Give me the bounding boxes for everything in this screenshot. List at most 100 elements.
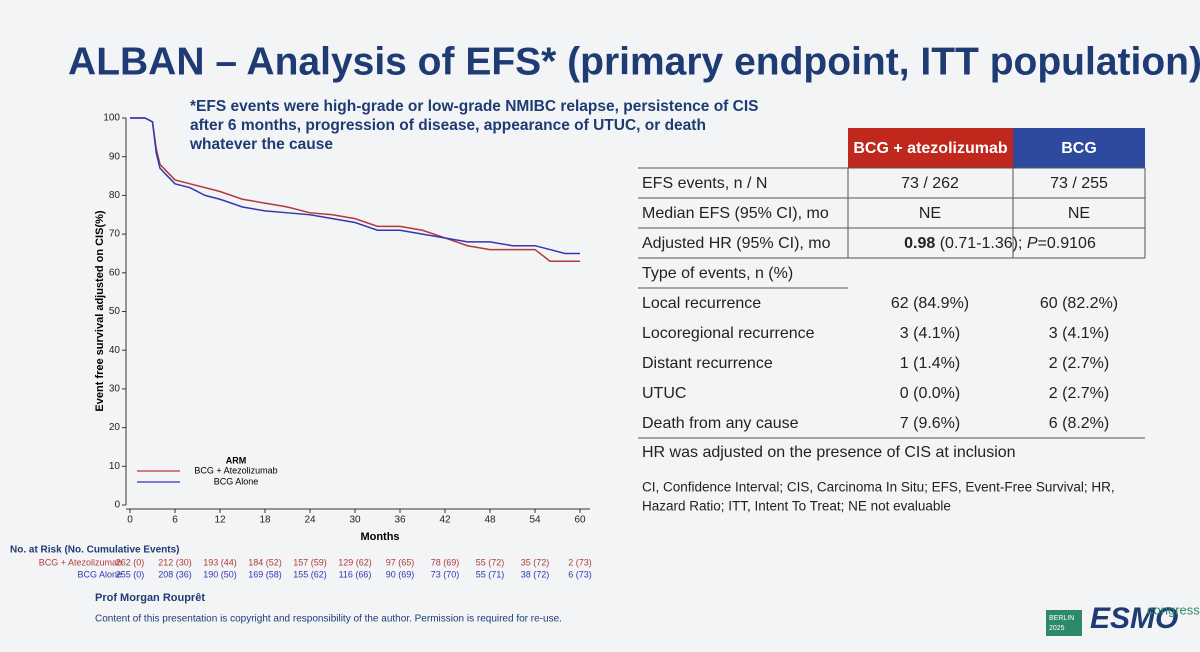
at-risk-value: 193 (44) — [203, 557, 237, 567]
table-cell: 0 (0.0%) — [900, 385, 960, 402]
at-risk-value: 6 (73) — [568, 569, 592, 579]
table-cell: Death from any cause — [642, 415, 799, 432]
at-risk-value: 116 (66) — [339, 569, 372, 579]
at-risk-value: 184 (52) — [248, 557, 282, 567]
y-tick-label: 0 — [114, 500, 120, 511]
at-risk-value: 55 (72) — [476, 557, 505, 567]
table-cell: Median EFS (95% CI), mo — [642, 205, 829, 222]
x-tick-label: 60 — [574, 515, 586, 526]
y-tick-label: 50 — [109, 306, 121, 317]
y-tick-label: 100 — [103, 113, 120, 124]
table-cell: Locoregional recurrence — [642, 325, 815, 342]
y-tick-label: 70 — [109, 229, 121, 240]
x-tick-label: 42 — [439, 515, 451, 526]
table-cell: 60 (82.2%) — [1040, 295, 1118, 312]
at-risk-value: 190 (50) — [203, 569, 237, 579]
at-risk-value: 129 (62) — [338, 557, 372, 567]
table-cell: NE — [1068, 205, 1090, 222]
table-cell: 3 (4.1%) — [900, 325, 960, 342]
hr-cell: 0.98 (0.71-1.36); P=0.9106 — [904, 235, 1096, 252]
y-axis-label: Event free survival adjusted on CIS(%) — [94, 210, 106, 411]
table-cell: UTUC — [642, 385, 686, 402]
y-tick-label: 80 — [109, 190, 121, 201]
x-tick-label: 36 — [394, 515, 406, 526]
table-cell: 73 / 262 — [901, 175, 959, 192]
table-cell: NE — [919, 205, 941, 222]
at-risk-value: 157 (59) — [293, 557, 327, 567]
header-text: BCG + atezolizumab — [853, 140, 1007, 157]
footnote-line: whatever the cause — [189, 136, 333, 153]
header-cell — [1013, 128, 1145, 168]
at-risk-value: 208 (36) — [158, 569, 192, 579]
hr-value: 0.98 — [904, 235, 935, 252]
table-note: HR was adjusted on the presence of CIS a… — [642, 444, 1016, 461]
at-risk-value: 169 (58) — [248, 569, 282, 579]
header-text: BCG — [1061, 140, 1097, 157]
table-cell: 73 / 255 — [1050, 175, 1108, 192]
presenter: Prof Morgan Rouprêt — [95, 592, 205, 604]
at-risk-name: BCG Alone — [77, 569, 122, 579]
x-tick-label: 24 — [304, 515, 316, 526]
footnote-line: *EFS events were high-grade or low-grade… — [190, 98, 758, 115]
logo-box — [1046, 610, 1082, 636]
y-tick-label: 90 — [109, 151, 121, 162]
table-cell: 2 (2.7%) — [1049, 385, 1109, 402]
x-tick-label: 0 — [127, 515, 133, 526]
logo-name: ESMO — [1090, 602, 1178, 635]
y-tick-label: 30 — [109, 384, 121, 395]
hr-p-value: =0.9106 — [1038, 235, 1096, 252]
x-axis-label: Months — [360, 531, 399, 543]
table-cell: 7 (9.6%) — [900, 415, 960, 432]
logo-year: 2025 — [1049, 625, 1065, 632]
table-cell: 2 (2.7%) — [1049, 355, 1109, 372]
footnote-line: after 6 months, progression of disease, … — [190, 117, 706, 134]
table-cell: 6 (8.2%) — [1049, 415, 1109, 432]
x-tick-label: 48 — [484, 515, 496, 526]
table-section: Type of events, n (%) — [642, 265, 793, 282]
at-risk-value: 262 (0) — [116, 557, 145, 567]
legend-title: ARM — [226, 455, 247, 465]
survival-curve — [130, 117, 580, 255]
legend-label: BCG + Atezolizumab — [194, 465, 277, 475]
at-risk-value: 97 (65) — [386, 557, 415, 567]
legend-label: BCG Alone — [214, 476, 259, 486]
table-cell: Local recurrence — [642, 295, 761, 312]
table-cell: 1 (1.4%) — [900, 355, 960, 372]
table-cell: EFS events, n / N — [642, 175, 767, 192]
at-risk-value: 55 (71) — [476, 569, 505, 579]
hr-p: P — [1027, 235, 1038, 252]
table-cell: Adjusted HR (95% CI), mo — [642, 235, 831, 252]
slide-title: ALBAN – Analysis of EFS* (primary endpoi… — [68, 40, 1200, 83]
y-tick-label: 10 — [109, 461, 121, 472]
at-risk-value: 35 (72) — [521, 557, 550, 567]
table-cell: 3 (4.1%) — [1049, 325, 1109, 342]
at-risk-name: BCG + Atezolizumab — [39, 557, 122, 567]
at-risk-value: 90 (69) — [386, 569, 415, 579]
abbreviations: Hazard Ratio; ITT, Intent To Treat; NE n… — [642, 499, 951, 514]
y-tick-label: 40 — [109, 345, 121, 356]
x-tick-label: 12 — [214, 515, 226, 526]
hr-ci: (0.71-1.36); — [935, 235, 1027, 252]
logo-city: BERLIN — [1049, 615, 1074, 622]
x-tick-label: 30 — [349, 515, 361, 526]
x-tick-label: 54 — [529, 515, 541, 526]
abbreviations: CI, Confidence Interval; CIS, Carcinoma … — [642, 480, 1115, 495]
y-tick-label: 60 — [109, 267, 121, 278]
at-risk-value: 2 (73) — [568, 557, 592, 567]
x-tick-label: 6 — [172, 515, 178, 526]
at-risk-value: 155 (62) — [293, 569, 327, 579]
table-cell: 62 (84.9%) — [891, 295, 969, 312]
header-cell — [848, 128, 1013, 168]
at-risk-title: No. at Risk (No. Cumulative Events) — [10, 545, 179, 556]
at-risk-value: 78 (69) — [431, 557, 460, 567]
survival-curve — [130, 117, 580, 262]
y-tick-label: 20 — [109, 422, 121, 433]
at-risk-value: 73 (70) — [431, 569, 460, 579]
x-tick-label: 18 — [259, 515, 271, 526]
logo-suffix: congress — [1147, 602, 1200, 617]
at-risk-value: 38 (72) — [521, 569, 550, 579]
at-risk-value: 212 (30) — [158, 557, 192, 567]
table-cell: Distant recurrence — [642, 355, 773, 372]
